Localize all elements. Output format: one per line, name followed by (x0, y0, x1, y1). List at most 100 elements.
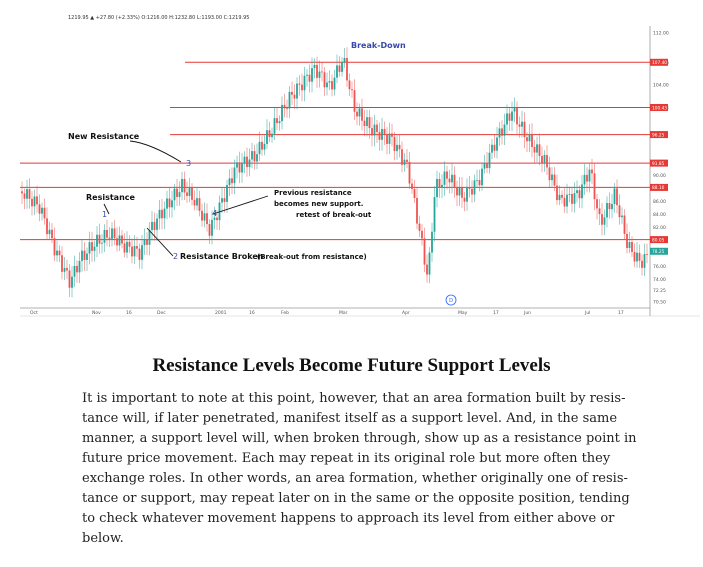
candle-body (298, 83, 301, 85)
candle-body (466, 187, 468, 202)
candle-body (461, 187, 463, 198)
candle-body (453, 174, 456, 187)
candle-body (373, 124, 376, 136)
candle-body (176, 188, 178, 197)
candle-body (118, 235, 121, 246)
candle-body (121, 235, 123, 244)
candle-body (386, 134, 388, 144)
price-tag-label: 100.43 (652, 105, 667, 111)
candle-body (221, 198, 223, 203)
candle-body (618, 205, 621, 218)
price-axis: 112.00 107.40 104.00 100.43 96.25 91.85 90.00 8… (653, 30, 669, 305)
candle-body (163, 208, 166, 219)
candle-body (476, 180, 478, 181)
candle-body (641, 260, 643, 268)
dividend-marker-icon[interactable] (445, 294, 457, 306)
candle-body (498, 128, 501, 138)
new-resistance-label: New Resistance (68, 132, 140, 141)
candle-body (493, 144, 496, 151)
candle-body (171, 200, 173, 208)
candle-body (448, 178, 451, 183)
candle-body (233, 167, 236, 184)
candle-body (491, 144, 493, 153)
candle-body (138, 248, 141, 260)
candle-body (183, 179, 186, 193)
chart-svg: 1219.95 ▲ +27.80 (+2.33%) O:1216.00 H:12… (20, 15, 700, 317)
candle-body (398, 144, 401, 150)
candle-body (151, 221, 153, 231)
candle-body (426, 264, 428, 275)
candle-body (636, 252, 638, 262)
candle-body (563, 197, 566, 207)
candle-body (316, 64, 318, 78)
candle-body (531, 133, 533, 148)
candle-body (323, 72, 326, 88)
candle-body (396, 144, 398, 152)
candle-body (611, 204, 613, 210)
price-tick-label: 72.25 (653, 288, 666, 294)
time-tick-label: 16 (126, 310, 132, 316)
candle-body (63, 268, 66, 272)
candle-body (133, 246, 136, 257)
candle-body (408, 161, 411, 184)
candle-body (631, 241, 633, 252)
candle-body (33, 196, 36, 207)
candle-body (198, 198, 201, 211)
body-line: below. (82, 531, 124, 546)
candle-body (28, 189, 31, 199)
candle-body (48, 229, 51, 235)
time-tick-label: Apr (402, 310, 410, 316)
candle-body (253, 151, 256, 162)
candle-body (613, 188, 616, 205)
candle-body (123, 243, 126, 253)
candle-body (203, 213, 206, 221)
candle-body (193, 199, 196, 206)
candle-body (266, 130, 268, 144)
candle-body (451, 174, 453, 183)
candle-body (543, 155, 546, 164)
previous-resistance-line3: retest of break-out (296, 211, 372, 219)
price-tag-label: 78.25 (652, 249, 665, 255)
candle-body (441, 184, 443, 188)
resistance-label: Resistance (86, 193, 136, 202)
candle-body (606, 203, 608, 218)
candle-body (96, 234, 98, 247)
candle-body (321, 71, 323, 73)
candle-body (278, 121, 281, 124)
candle-body (383, 128, 386, 135)
candle-body (616, 188, 618, 206)
price-tick-label: 70.50 (653, 300, 666, 306)
price-tag (650, 131, 668, 139)
price-tick-label: 84.00 (653, 212, 666, 218)
candle-body (566, 194, 568, 207)
candle-body (113, 228, 116, 239)
candle-body (241, 163, 243, 173)
candle-body (236, 162, 238, 168)
candle-body (343, 57, 346, 63)
price-tag-label: 80.05 (652, 237, 665, 243)
candle-body (643, 254, 646, 268)
candle-body (226, 185, 228, 202)
time-tick-label: Feb (281, 310, 289, 316)
candle-body (346, 57, 348, 81)
candle-body (446, 171, 448, 179)
marker-1: 1 (102, 210, 107, 219)
candle-body (528, 133, 531, 142)
candle-body (21, 191, 23, 194)
time-tick-label: Jun (523, 310, 531, 316)
candle-body (173, 188, 176, 201)
price-tag-label: 107.40 (652, 60, 667, 66)
candle-body (301, 84, 303, 91)
candle-body (511, 111, 513, 121)
candle-body (436, 178, 438, 198)
candle-body (518, 124, 521, 127)
candle-body (456, 186, 458, 196)
candle-body (596, 199, 598, 209)
candle-body (38, 204, 41, 214)
candle-body (43, 207, 46, 219)
candle-body (591, 169, 593, 174)
candle-body (551, 174, 553, 181)
candle-body (61, 255, 63, 272)
annotation-arrows (103, 140, 269, 257)
candle-body (496, 137, 498, 151)
